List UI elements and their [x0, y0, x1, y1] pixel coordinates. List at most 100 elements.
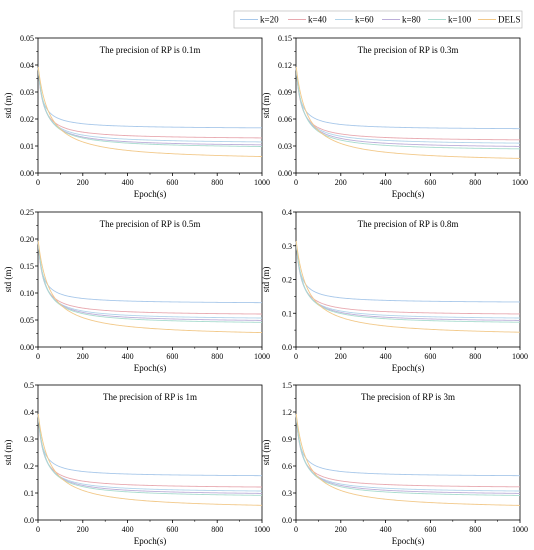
x-tick-label: 400 [122, 178, 134, 187]
series-line [38, 415, 262, 487]
x-tick-label: 200 [335, 178, 347, 187]
plot-frame [38, 385, 262, 520]
y-tick-label: 0.15 [278, 34, 292, 43]
x-tick-label: 600 [424, 352, 436, 361]
y-tick-label: 0.00 [20, 169, 34, 178]
series-line [38, 68, 262, 127]
plot-frame [296, 385, 520, 520]
y-tick-label: 1.2 [282, 408, 292, 417]
x-tick-label: 0 [36, 178, 40, 187]
y-tick-label: 0.05 [20, 34, 34, 43]
y-tick-label: 0.03 [278, 142, 292, 151]
x-tick-label: 1000 [254, 178, 270, 187]
x-tick-label: 400 [380, 178, 392, 187]
x-axis-label: Epoch(s) [134, 189, 167, 199]
x-tick-label: 800 [211, 525, 223, 534]
series-line [296, 415, 520, 491]
legend-label: k=80 [402, 15, 421, 25]
y-tick-label: 0.4 [24, 408, 34, 417]
legend-label: k=100 [448, 15, 472, 25]
y-tick-label: 0.09 [278, 88, 292, 97]
series-line [38, 415, 262, 496]
y-tick-label: 0.9 [282, 435, 292, 444]
panel-title: The precision of RP is 0.5m [100, 219, 201, 229]
y-tick-label: 0.4 [282, 208, 292, 217]
legend-label: k=40 [308, 15, 327, 25]
series-line [296, 415, 520, 487]
legend: k=20 k=40 k=60 k=80 k=100 DELS [234, 11, 522, 28]
series-line [296, 68, 520, 149]
x-tick-label: 600 [166, 352, 178, 361]
series-line [38, 241, 262, 333]
y-tick-label: 0.02 [20, 115, 34, 124]
chart-panel: 0 200 400 600 800 1000 0.0 0.1 0.2 0.3 0.4 The prec… [261, 208, 528, 373]
x-tick-label: 400 [122, 525, 134, 534]
y-tick-label: 0.00 [20, 343, 34, 352]
y-tick-label: 0.0 [282, 516, 292, 525]
x-tick-label: 200 [335, 352, 347, 361]
series-line [38, 242, 262, 323]
chart-panel: 0 200 400 600 800 1000 0.00 0.03 0.06 0.09 0.12 0.1… [261, 34, 528, 199]
plot-frame [38, 212, 262, 347]
x-tick-label: 0 [294, 178, 298, 187]
x-tick-label: 200 [77, 352, 89, 361]
y-tick-label: 1.5 [282, 381, 292, 390]
panel-title: The precision of RP is 3m [361, 392, 455, 402]
x-tick-label: 600 [166, 525, 178, 534]
x-axis-label: Epoch(s) [134, 363, 167, 373]
x-tick-label: 800 [469, 525, 481, 534]
x-axis-label: Epoch(s) [134, 536, 167, 546]
series-line [38, 242, 262, 314]
y-tick-label: 0.1 [24, 489, 34, 498]
y-axis-label: std (m) [3, 440, 13, 466]
chart-panels: 0 200 400 600 800 10000.000.010.020.030.040.0… [3, 34, 528, 546]
x-tick-label: 600 [166, 178, 178, 187]
x-tick-label: 800 [469, 352, 481, 361]
y-tick-label: 0.3 [24, 435, 34, 444]
series-line [38, 68, 262, 147]
y-tick-label: 0.00 [278, 169, 292, 178]
chart-panel: 0 200 400 600 800 10000.000.050.100.150.200.2… [3, 208, 270, 373]
y-axis-label: std (m) [261, 93, 271, 119]
plot-frame [296, 38, 520, 173]
x-tick-label: 1000 [254, 525, 270, 534]
series-line [296, 68, 520, 147]
y-tick-label: 0.3 [282, 489, 292, 498]
panel-title: The precision of RP is 0.3m [358, 45, 459, 55]
chart-panel: 0 200 400 600 800 1000 0.0 0.1 0.2 0.3 0.4 0.5 The p… [3, 381, 270, 546]
y-tick-label: 0.5 [24, 381, 34, 390]
x-axis-label: Epoch(s) [392, 536, 425, 546]
y-tick-label: 0.10 [20, 289, 34, 298]
x-axis-label: Epoch(s) [392, 363, 425, 373]
series-line [296, 68, 520, 128]
y-tick-label: 0.0 [24, 516, 34, 525]
series-line [296, 242, 520, 318]
y-tick-label: 0.06 [278, 115, 292, 124]
x-axis-label: Epoch(s) [392, 189, 425, 199]
x-tick-label: 600 [424, 525, 436, 534]
x-tick-label: 400 [380, 525, 392, 534]
series-line [38, 68, 262, 145]
x-tick-label: 0 [36, 525, 40, 534]
series-line [296, 242, 520, 302]
y-tick-label: 0.03 [20, 88, 34, 97]
y-tick-label: 0.0 [282, 343, 292, 352]
series-line [38, 415, 262, 491]
y-tick-label: 0.15 [20, 262, 34, 271]
series-line [296, 415, 520, 496]
y-tick-label: 0.2 [24, 462, 34, 471]
x-tick-label: 1000 [512, 178, 528, 187]
series-line [38, 242, 262, 302]
panel-title: The precision of RP is 0.1m [100, 45, 201, 55]
y-tick-label: 0.05 [20, 316, 34, 325]
x-tick-label: 800 [211, 178, 223, 187]
series-line [296, 415, 520, 475]
y-tick-label: 0.12 [278, 61, 292, 70]
y-axis-label: std (m) [261, 440, 271, 466]
y-tick-label: 0.3 [282, 242, 292, 251]
legend-label: DELS [498, 15, 521, 25]
series-line [296, 68, 520, 140]
chart-panel: 0 200 400 600 800 1000 0.00 0.01 0.02 0.03 0.04 0.0… [3, 34, 270, 199]
